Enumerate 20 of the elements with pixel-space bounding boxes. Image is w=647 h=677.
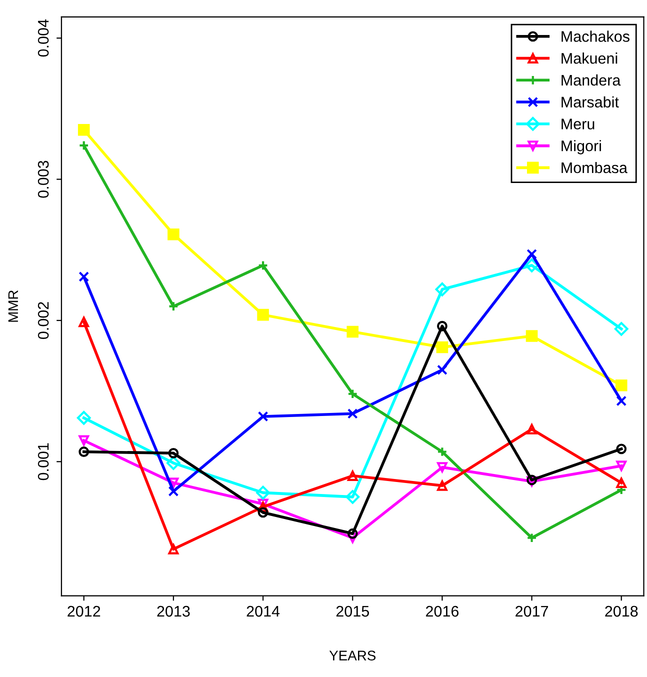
y-tick-label: 0.003: [38, 160, 49, 198]
legend-label: Meru: [562, 118, 594, 130]
y-tick-label: 0.004: [38, 19, 49, 57]
legend-label: Migori: [562, 140, 601, 154]
x-tick-label: 2017: [516, 606, 548, 617]
x-tick-label: 2016: [426, 606, 459, 617]
y-tick-label: 0.002: [38, 302, 49, 339]
x-axis-title: YEARS: [329, 650, 376, 660]
x-tick-label: 2014: [246, 606, 280, 617]
x-tick-label: 2018: [605, 606, 638, 617]
legend-label: Marsabit: [562, 96, 619, 108]
x-tick-label: 2012: [68, 606, 100, 617]
legend-label: Mandera: [562, 74, 621, 86]
y-axis-title: MMR: [8, 290, 18, 322]
y-tick-label: 0.001: [38, 443, 49, 480]
x-tick-label: 2015: [336, 606, 369, 617]
legend-label: Mombasa: [562, 162, 628, 174]
legend-label: Machakos: [562, 30, 630, 42]
legend-label: Makueni: [562, 52, 618, 64]
x-tick-label: 2013: [157, 606, 190, 617]
